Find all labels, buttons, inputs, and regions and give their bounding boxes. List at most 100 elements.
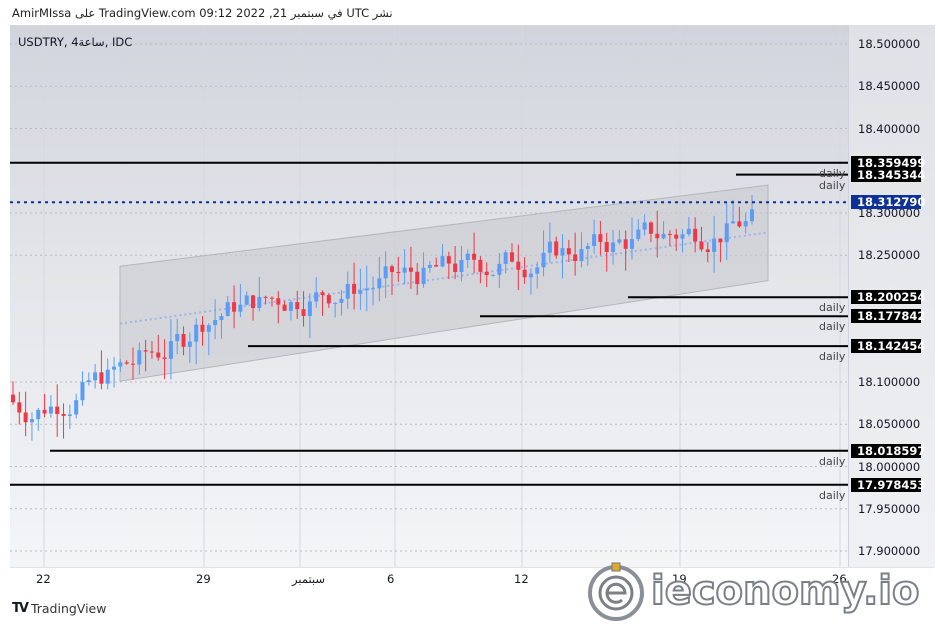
level-timeframe-label: daily [819, 350, 846, 364]
candle-down [42, 409, 47, 414]
candle-down [396, 272, 401, 274]
candle-up [680, 234, 685, 239]
candle-down [484, 271, 489, 276]
candle-down [263, 296, 268, 298]
candle-up [257, 296, 262, 309]
candle-down [124, 362, 129, 364]
candle-up [712, 238, 717, 253]
candle-down [17, 402, 22, 413]
candle-up [112, 366, 117, 370]
level-price-tag: 18.359499 [851, 155, 925, 170]
candle-up [288, 302, 293, 311]
candle-up [636, 229, 641, 240]
candle-up [743, 221, 748, 227]
price-tick-label: 18.400000 [858, 121, 921, 136]
candle-up [611, 242, 616, 253]
candle-up [194, 324, 199, 342]
candle-up [93, 372, 98, 381]
price-tick-label: 18.500000 [858, 37, 921, 51]
candle-up [541, 252, 546, 268]
time-tick-label: 12 [514, 572, 529, 586]
parallel-channel[interactable] [119, 184, 769, 382]
candle-down [352, 283, 357, 294]
candle-up [585, 245, 590, 249]
candle-down [648, 222, 653, 234]
candle-up [731, 221, 736, 224]
ieconomy-e-logo-icon [588, 562, 644, 621]
candle-up [206, 325, 211, 332]
tradingview-logo[interactable]: TV TradingView [12, 601, 106, 616]
price-tick-label: 17.950000 [858, 501, 921, 516]
candle-down [295, 302, 300, 310]
candle-down [472, 253, 477, 260]
candle-up [74, 400, 79, 415]
candle-down [522, 269, 527, 278]
candle-down [516, 261, 521, 270]
candle-up [560, 248, 565, 256]
candle-down [181, 334, 186, 347]
level-price-tag: 18.345344 [851, 167, 925, 182]
time-tick-label: سبتمبر [292, 572, 326, 586]
price-tick-label: 18.250000 [858, 248, 921, 263]
candle-down [705, 249, 710, 253]
candle-down [23, 412, 28, 423]
candle-down [604, 241, 609, 253]
current-price-tag: 18.312790 [851, 195, 925, 210]
candle-up [187, 341, 192, 347]
candle-down [162, 357, 167, 359]
candle-up [219, 316, 224, 321]
candle-up [29, 419, 34, 423]
candle-down [408, 267, 413, 272]
candle-down [453, 263, 458, 272]
symbol-legend: USDTRY, 4ساعة, IDC [18, 35, 133, 49]
candle-up [724, 223, 729, 243]
candle-down [389, 266, 394, 273]
candle-up [238, 304, 243, 312]
candle-down [131, 363, 136, 365]
candle-up [528, 273, 533, 278]
candle-up [118, 362, 123, 367]
candle-up [225, 302, 230, 317]
time-tick-label: 22 [36, 572, 51, 586]
time-scale[interactable] [10, 567, 934, 596]
candle-down [598, 234, 603, 242]
candle-up [175, 334, 180, 342]
candle-down [149, 351, 154, 353]
candle-up [617, 239, 622, 243]
candle-up [48, 406, 53, 414]
level-price-tag: 18.177842 [851, 309, 925, 324]
candle-up [213, 320, 218, 326]
candle-down [55, 406, 60, 414]
candle-up [497, 263, 502, 275]
watermark-text: ieconomy.io [650, 567, 920, 615]
candle-down [326, 294, 331, 304]
candle-down [232, 302, 237, 312]
candle-up [383, 266, 388, 279]
candle-up [371, 288, 376, 290]
candle-up [579, 248, 584, 262]
candle-down [718, 238, 723, 243]
candle-up [629, 239, 634, 249]
candle-up [535, 267, 540, 274]
price-tick-label: 18.100000 [858, 375, 921, 389]
candle-up [547, 241, 552, 253]
candle-up [592, 234, 597, 246]
candle-down [478, 259, 483, 272]
candle-up [244, 295, 249, 305]
candle-down [143, 350, 148, 352]
level-timeframe-label: daily [819, 301, 846, 315]
candle-down [99, 372, 104, 384]
candle-down [699, 241, 704, 250]
candle-up [642, 222, 647, 230]
channel-midline [119, 231, 769, 325]
candle-down [320, 292, 325, 295]
publish-caption: AmirMIssa على TradingView.com 09:12 2022… [12, 6, 393, 20]
candle-up [364, 288, 369, 291]
level-price-tag: 17.978453 [851, 477, 925, 492]
level-timeframe-label: daily [819, 488, 846, 502]
level-timeframe-label: daily [819, 178, 846, 192]
candle-up [427, 264, 432, 268]
candle-down [554, 241, 559, 256]
candle-up [491, 274, 496, 276]
level-timeframe-label: daily [819, 166, 846, 180]
